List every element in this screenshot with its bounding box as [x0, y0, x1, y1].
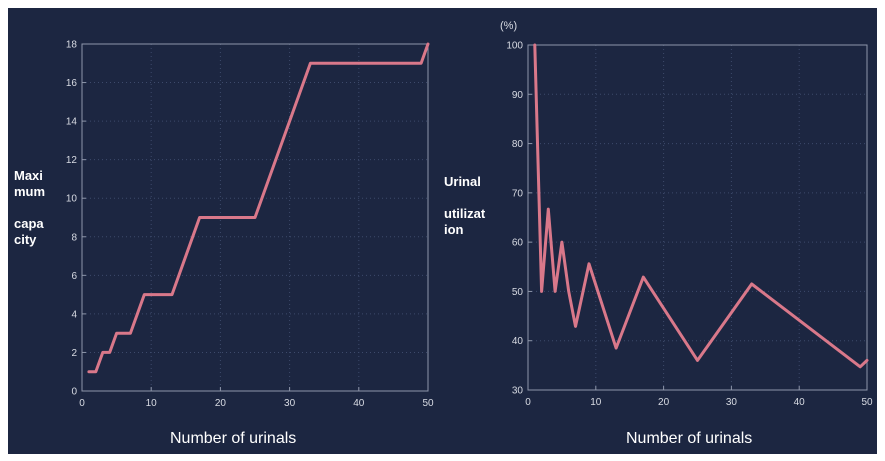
capacity-chart: 0 2 4 6 8 10 12 14 16 18 0 10 20 30 40 50 [66, 40, 434, 410]
capacity-x-tick-label: 10 [146, 398, 158, 409]
left-x-axis-label: Number of urinals [170, 430, 297, 447]
utilization-x-tick-label: 10 [590, 397, 602, 408]
left-y-axis-label: Maxi mum capa city [14, 168, 46, 247]
capacity-y-tick-label: 16 [66, 78, 78, 89]
capacity-x-tick-label: 40 [353, 398, 365, 409]
capacity-y-tick-label: 4 [71, 309, 77, 320]
utilization-x-tick-label: 0 [525, 397, 531, 408]
utilization-y-tick-label: 30 [512, 386, 524, 397]
right-x-axis-label: Number of urinals [626, 430, 753, 447]
utilization-y-tick-label: 80 [512, 139, 524, 150]
utilization-y-tick-label: 90 [512, 90, 524, 101]
utilization-y-tick-label: 40 [512, 336, 524, 347]
capacity-series-line [87, 42, 430, 374]
utilization-x-tick-label: 20 [658, 397, 670, 408]
right-y-axis-label: Urinal utilizat ion [444, 174, 486, 237]
utilization-y-tick-label: 50 [512, 287, 524, 298]
utilization-chart: 30 40 50 60 70 80 90 100 0 10 20 30 40 50 (%) [500, 20, 873, 408]
right-chart-panel: 30 40 50 60 70 80 90 100 0 10 20 30 40 50 (%) Urinal u… [440, 8, 877, 454]
utilization-series-line [533, 43, 869, 369]
utilization-x-tick-label: 40 [794, 397, 806, 408]
utilization-y-tick-label: 60 [512, 238, 524, 249]
utilization-x-tick-label: 50 [861, 397, 873, 408]
capacity-y-tick-label: 8 [71, 232, 77, 243]
capacity-x-tick-label: 20 [215, 398, 227, 409]
utilization-x-tick-label: 30 [726, 397, 738, 408]
capacity-x-tick-label: 0 [79, 398, 85, 409]
capacity-x-tick-label: 50 [422, 398, 434, 409]
capacity-plot-frame [81, 43, 429, 392]
capacity-y-tick-label: 14 [66, 117, 78, 128]
capacity-y-tick-label: 6 [71, 271, 77, 282]
capacity-y-tick-label: 12 [66, 155, 78, 166]
utilization-plot-frame [527, 44, 868, 391]
capacity-x-tick-label: 30 [284, 398, 296, 409]
left-chart-panel: 0 2 4 6 8 10 12 14 16 18 0 10 20 30 40 50 Maxi mum capa… [8, 8, 442, 454]
capacity-y-tick-label: 0 [71, 387, 77, 398]
capacity-y-tick-label: 18 [66, 40, 78, 51]
capacity-y-tick-label: 10 [66, 194, 78, 205]
utilization-y-tick-label: 100 [506, 41, 523, 52]
capacity-y-tick-label: 2 [71, 348, 77, 359]
utilization-y-tick-label: 70 [512, 188, 524, 199]
utilization-y-unit-label: (%) [500, 20, 517, 32]
